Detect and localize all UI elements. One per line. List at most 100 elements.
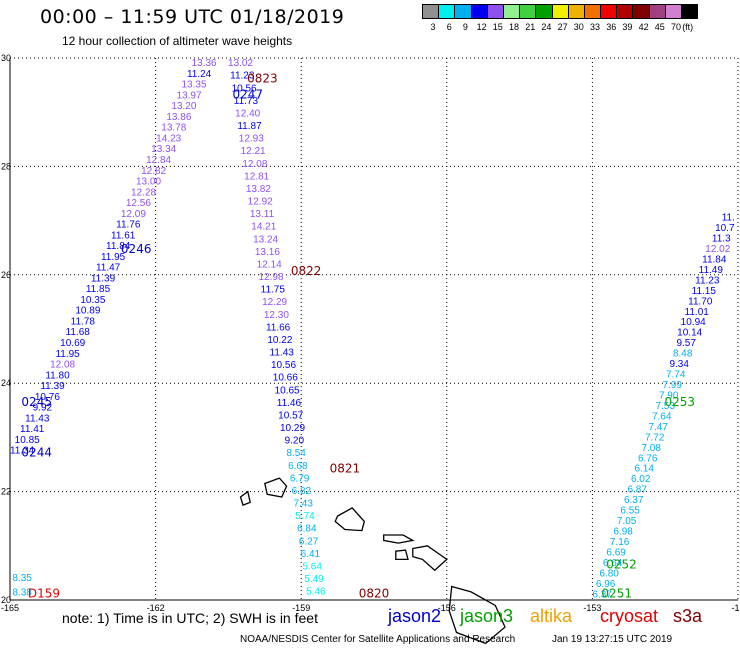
wave-height-value: 6.68 xyxy=(288,461,308,472)
wave-height-value: 7.64 xyxy=(652,411,672,422)
wave-height-value: 12.28 xyxy=(131,187,156,198)
wave-height-value: 7.72 xyxy=(645,432,665,443)
wave-height-value: 12.93 xyxy=(239,134,264,145)
wave-height-value: 12.30 xyxy=(264,310,289,321)
wave-height-value: 13.11 xyxy=(250,209,275,220)
wave-height-value: 8.54 xyxy=(286,448,306,459)
wave-height-value: 7.05 xyxy=(617,516,637,527)
wave-height-value: 10.94 xyxy=(681,317,706,328)
colorbar-swatches xyxy=(422,4,699,19)
wave-height-value: 6.37 xyxy=(592,589,612,600)
wave-height-value: 12.84 xyxy=(146,155,171,166)
legend-s3a: s3a xyxy=(673,606,703,626)
wave-height-value: 5.74 xyxy=(295,511,315,522)
wave-height-value: 7.53 xyxy=(655,401,675,412)
wave-height-value: 11.49 xyxy=(699,265,724,276)
pass-time-label: 0245 xyxy=(21,395,52,409)
note-text: note: 1) Time is in UTC; 2) SWH is in fe… xyxy=(62,610,318,626)
wave-height-value: 14.21 xyxy=(251,222,276,233)
wave-height-value: 6.41 xyxy=(301,549,321,560)
wave-height-value: 13.00 xyxy=(136,177,161,188)
island-outline xyxy=(334,507,366,532)
wave-height-value: 11.43 xyxy=(270,348,295,359)
wave-height-value: 11.66 xyxy=(266,322,291,333)
wave-height-value: 12.14 xyxy=(257,259,282,270)
wave-height-value: 12.29 xyxy=(262,297,287,308)
wave-height-value: 8.48 xyxy=(673,349,693,360)
wave-height-value: 7.16 xyxy=(610,537,630,548)
pass-time-label: D159 xyxy=(28,586,60,600)
wave-height-value: 13.35 xyxy=(181,80,206,91)
wave-height-value: 12.40 xyxy=(235,109,260,120)
wave-height-value: 8.38 xyxy=(12,588,32,599)
wave-height-value: 10.56 xyxy=(271,360,296,371)
wave-height-value: 11.46 xyxy=(277,398,302,409)
wave-height-value: 11.76 xyxy=(116,220,141,231)
wave-height-value: 6.82 xyxy=(292,486,312,497)
wave-height-value: 14.23 xyxy=(156,134,181,145)
colorbar-label: 12 xyxy=(476,22,487,32)
wave-height-value: 13.24 xyxy=(253,234,278,245)
wave-height-value: 6.80 xyxy=(599,568,619,579)
wave-height-value: 9.20 xyxy=(285,436,305,447)
wave-height-value: 7.90 xyxy=(659,391,679,402)
wave-height-value: 6.37 xyxy=(624,495,644,506)
wave-height-value: 12.09 xyxy=(121,209,146,220)
wave-height-value: 13.82 xyxy=(246,184,271,195)
colorbar-label: 27 xyxy=(557,22,568,32)
colorbar-label: 39 xyxy=(622,22,633,32)
wave-height-value: 5.64 xyxy=(302,561,322,572)
island-outline xyxy=(412,545,448,572)
x-tick-label: -159 xyxy=(292,603,310,613)
wave-height-value: 7.74 xyxy=(666,370,686,381)
pass-time-label: 0820 xyxy=(359,586,390,600)
wave-height-value: 12.82 xyxy=(141,166,166,177)
wave-height-value: 9.34 xyxy=(669,359,689,370)
colorbar-label: 45 xyxy=(654,22,665,32)
wave-height-value: 10.22 xyxy=(267,335,292,346)
colorbar-label: 33 xyxy=(590,22,601,32)
wave-height-value: 13.20 xyxy=(171,101,196,112)
wave-height-value: 11.61 xyxy=(111,230,136,241)
pass-time-label: 0246 xyxy=(121,242,152,256)
wave-height-value: 11.01 xyxy=(685,307,710,318)
wave-height-value: 10.7 xyxy=(715,223,735,234)
x-tick-label: -162 xyxy=(147,603,165,613)
wave-height-value: 11.95 xyxy=(55,349,80,360)
pass-time-label: 0822 xyxy=(291,264,322,278)
wave-height-value: 12.56 xyxy=(126,198,151,209)
wave-height-value: 5.46 xyxy=(306,587,326,598)
wave-height-value: 10.57 xyxy=(278,410,303,421)
wave-height-value: 6.79 xyxy=(290,473,310,484)
y-tick-label: 28 xyxy=(1,161,11,171)
wave-height-value: 10.69 xyxy=(60,338,85,349)
legend-cryosat: cryosat xyxy=(600,606,659,626)
colorbar-label: 24 xyxy=(541,22,552,32)
wave-height-value: 13.16 xyxy=(255,247,280,258)
page-subtitle: 12 hour collection of altimeter wave hei… xyxy=(62,34,293,48)
wave-height-value: 11.84 xyxy=(106,241,131,252)
wave-height-value: 11.84 xyxy=(702,255,727,266)
wave-height-value: 12.08 xyxy=(50,360,75,371)
wave-height-value: 12.02 xyxy=(705,244,730,255)
colorbar-label: (ft) xyxy=(682,22,694,32)
colorbar-label: 6 xyxy=(446,22,452,32)
wave-height-value: 11.23 xyxy=(230,71,255,82)
wave-height-value: 13.97 xyxy=(176,90,201,101)
colorbar-label: 21 xyxy=(525,22,536,32)
wave-height-value: 10.29 xyxy=(280,423,305,434)
wave-height-value: 13.86 xyxy=(166,112,191,123)
wave-height-value: 6.87 xyxy=(627,485,647,496)
wave-height-value: 13.36 xyxy=(192,58,217,69)
legend-altika: altika xyxy=(530,606,573,626)
wave-height-value: 12.98 xyxy=(258,272,283,283)
wave-height-value: 6.27 xyxy=(299,536,319,547)
island-outline xyxy=(395,549,409,561)
colorbar-label: 36 xyxy=(606,22,617,32)
colorbar-swatch xyxy=(681,4,699,19)
wave-height-value: 11.15 xyxy=(692,286,717,297)
x-tick-label: -156 xyxy=(438,603,456,613)
y-tick-label: 24 xyxy=(1,378,11,388)
colorbar-label: 70 xyxy=(671,22,682,32)
colorbar-label: 9 xyxy=(462,22,468,32)
